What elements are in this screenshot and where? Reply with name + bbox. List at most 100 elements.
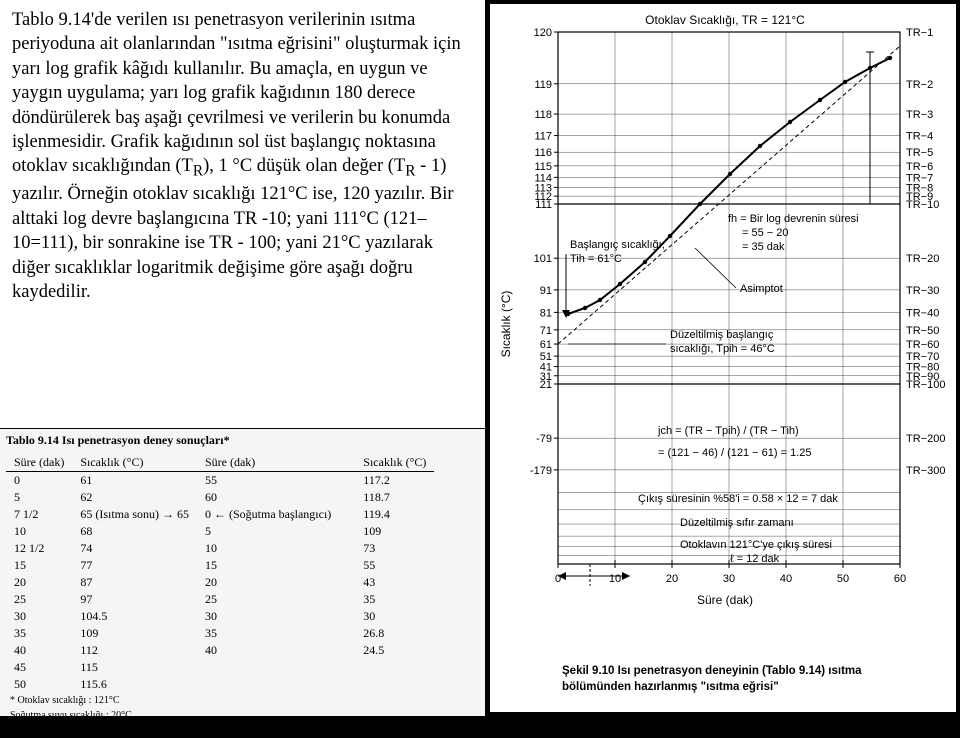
table-cell bbox=[339, 676, 355, 693]
para-sub-2: R bbox=[405, 163, 415, 180]
table-foot-1: * Otoklav sıcaklığı : 121°C bbox=[0, 693, 485, 708]
table-cell: 35 bbox=[197, 625, 339, 642]
svg-text:-79: -79 bbox=[536, 433, 552, 445]
table-row: 45115 bbox=[6, 659, 434, 676]
table-cell: 5 bbox=[197, 523, 339, 540]
svg-text:TR−60: TR−60 bbox=[906, 339, 939, 351]
svg-text:30: 30 bbox=[723, 573, 735, 585]
data-table: Süre (dak)Sıcaklık (°C)Süre (dak)Sıcaklı… bbox=[6, 454, 434, 693]
table-cell bbox=[339, 557, 355, 574]
table-cell: 12 1/2 bbox=[6, 540, 72, 557]
table-header: Süre (dak) bbox=[197, 454, 339, 472]
para-text-1: Tablo 9.14'de verilen ısı penetrasyon ve… bbox=[12, 10, 461, 176]
ann-corrected-start: Düzeltilmiş başlangıç bbox=[670, 329, 774, 341]
ann-eq1: jch = (TR − Tpih) / (TR − Tih) bbox=[657, 425, 799, 437]
table-cell: 117.2 bbox=[355, 472, 434, 490]
table-header: Sıcaklık (°C) bbox=[355, 454, 434, 472]
table-cell bbox=[339, 523, 355, 540]
ann-fh-3: = 35 dak bbox=[742, 241, 785, 253]
body-paragraph: Tablo 9.14'de verilen ısı penetrasyon ve… bbox=[0, 0, 485, 313]
table-cell bbox=[197, 659, 339, 676]
table-cell: 0 bbox=[6, 472, 72, 490]
ell-arrow-r bbox=[622, 572, 630, 580]
svg-text:119: 119 bbox=[534, 79, 552, 91]
table-cell: 55 bbox=[355, 557, 434, 574]
table-header: Sıcaklık (°C) bbox=[72, 454, 197, 472]
table-cell: 10 bbox=[197, 540, 339, 557]
table-title: Tablo 9.14 Isı penetrasyon deney sonuçla… bbox=[0, 429, 485, 452]
svg-text:TR−4: TR−4 bbox=[906, 131, 933, 143]
table-cell: 62 bbox=[72, 489, 197, 506]
svg-text:81: 81 bbox=[540, 307, 552, 319]
table-cell: 25 bbox=[197, 591, 339, 608]
table-row: 06155117.2 bbox=[6, 472, 434, 490]
svg-text:118: 118 bbox=[534, 109, 552, 121]
table-header: Süre (dak) bbox=[6, 454, 72, 472]
table-cell: 43 bbox=[355, 574, 434, 591]
y-ticks-right: TR−1TR−2TR−3TR−4TR−5TR−6TR−7TR−8TR−9TR−1… bbox=[906, 27, 945, 477]
y-axis-label: Sıcaklık (°C) bbox=[499, 291, 513, 358]
table-cell: 55 bbox=[197, 472, 339, 490]
table-row: 10685 109 bbox=[6, 523, 434, 540]
svg-text:116: 116 bbox=[534, 147, 552, 159]
left-text-panel: Tablo 9.14'de verilen ısı penetrasyon ve… bbox=[0, 0, 485, 716]
svg-text:115: 115 bbox=[534, 161, 552, 173]
table-cell bbox=[339, 591, 355, 608]
table-cell: 20 bbox=[197, 574, 339, 591]
table-cell: 74 bbox=[72, 540, 197, 557]
table-cell: 15 bbox=[197, 557, 339, 574]
ann-fh: fh = Bir log devrenin süresi bbox=[728, 213, 859, 225]
svg-text:101: 101 bbox=[534, 253, 552, 265]
svg-text:TR−100: TR−100 bbox=[906, 379, 945, 391]
svg-text:120: 120 bbox=[534, 27, 552, 39]
ann-eq4: Düzeltilmiş sıfır zamanı bbox=[680, 517, 794, 529]
table-cell bbox=[339, 506, 355, 523]
ann-start-temp-val: Tih = 61°C bbox=[570, 253, 622, 265]
table-cell: 109 bbox=[355, 523, 434, 540]
table-cell: 30 bbox=[197, 608, 339, 625]
svg-text:TR−2: TR−2 bbox=[906, 79, 933, 91]
table-cell: 65 (Isıtma sonu) → 65 bbox=[72, 506, 197, 523]
table-cell bbox=[355, 676, 434, 693]
table-cell: 119.4 bbox=[355, 506, 434, 523]
chart-panel: Otoklav Sıcaklığı, TR = 121°C 0102030405… bbox=[490, 4, 956, 712]
ann-start-temp: Başlangıç sıcaklığı, bbox=[570, 239, 665, 251]
table-cell: 87 bbox=[72, 574, 197, 591]
chart-top-title: Otoklav Sıcaklığı, TR = 121°C bbox=[645, 13, 805, 27]
svg-text:-179: -179 bbox=[530, 465, 552, 477]
table-cell: 26.8 bbox=[355, 625, 434, 642]
table-cell: 109 bbox=[72, 625, 197, 642]
table-cell: 15 bbox=[6, 557, 72, 574]
svg-text:TR−3: TR−3 bbox=[906, 109, 933, 121]
table-cell: 10 bbox=[6, 523, 72, 540]
table-cell bbox=[339, 489, 355, 506]
table-cell: 40 bbox=[6, 642, 72, 659]
ann-eq5: Otoklavın 121°C'ye çıkış süresi bbox=[680, 539, 832, 551]
svg-text:TR−300: TR−300 bbox=[906, 465, 945, 477]
table-cell: 104.5 bbox=[72, 608, 197, 625]
table-cell bbox=[339, 642, 355, 659]
table-cell: 45 bbox=[6, 659, 72, 676]
table-cell: 68 bbox=[72, 523, 197, 540]
svg-text:71: 71 bbox=[540, 325, 552, 337]
ann-asymptote: Asimptot bbox=[740, 283, 783, 295]
svg-text:TR−6: TR−6 bbox=[906, 161, 933, 173]
svg-text:TR−40: TR−40 bbox=[906, 307, 939, 319]
figure-caption-line1: Şekil 9.10 Isı penetrasyon deneyinin (Ta… bbox=[562, 665, 862, 693]
table-row: 25972535 bbox=[6, 591, 434, 608]
table-cell: 77 bbox=[72, 557, 197, 574]
table-cell: 60 bbox=[197, 489, 339, 506]
heating-curve-chart: Otoklav Sıcaklığı, TR = 121°C 0102030405… bbox=[490, 4, 956, 712]
ann-fh-2: = 55 − 20 bbox=[742, 227, 789, 239]
svg-text:TR−1: TR−1 bbox=[906, 27, 933, 39]
ann-eq3: Çıkış süresinin %58'i = 0.58 × 12 = 7 da… bbox=[638, 493, 838, 505]
table-cell bbox=[197, 676, 339, 693]
svg-text:61: 61 bbox=[540, 339, 552, 351]
table-row: 7 1/265 (Isıtma sonu) → 650 ← (Soğutma b… bbox=[6, 506, 434, 523]
table-row: 12 1/2741073 bbox=[6, 540, 434, 557]
svg-text:20: 20 bbox=[666, 573, 678, 585]
table-cell bbox=[339, 574, 355, 591]
svg-text:TR−200: TR−200 bbox=[906, 433, 945, 445]
table-cell bbox=[339, 659, 355, 676]
table-cell: 40 bbox=[197, 642, 339, 659]
